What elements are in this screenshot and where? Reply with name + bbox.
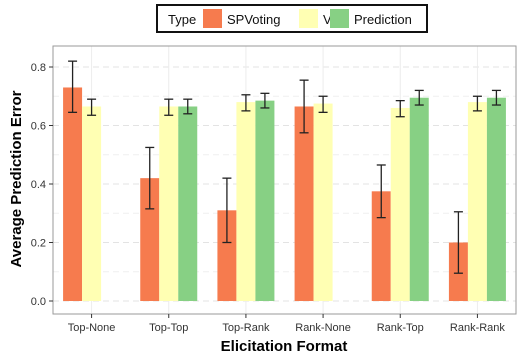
legend-key-vote [299,9,318,28]
legend-label-spvoting: SPVoting [227,12,281,27]
x-tick-label: Rank-None [295,322,351,334]
bar [178,106,198,301]
y-tick-label: 0.0 [31,296,46,308]
bar [140,178,160,301]
bar [390,107,410,301]
bar [409,97,429,302]
legend-key-spvoting [203,9,222,28]
legend-title: Type [168,12,197,27]
legend: Type SPVoting Vote Prediction [156,4,428,33]
x-tick-label: Rank-Rank [450,322,506,334]
bar [313,103,333,301]
bar [159,106,179,301]
bar [294,106,314,301]
y-tick-label: 0.6 [31,121,46,133]
x-tick-label: Rank-Top [377,322,424,334]
panel-border [52,45,517,315]
x-axis: Top-None Top-Top Top-Rank Rank-None Rank-Top… [68,314,506,334]
bar [82,106,102,301]
plot-area [52,45,517,315]
y-axis: 0.0 0.2 0.4 0.6 0.8 [31,62,53,308]
bar [236,102,256,301]
y-tick-label: 0.2 [31,238,46,250]
y-axis-title: Average Prediction Error [8,90,25,267]
panel-background [53,46,516,314]
legend-key-prediction [330,9,349,28]
legend-label-prediction: Prediction [354,12,412,27]
x-axis-title: Elicitation Format [221,338,348,355]
x-tick-label: Top-Top [149,322,188,334]
bar [486,97,506,302]
x-tick-label: Top-Rank [222,322,270,334]
bar [255,100,275,301]
bar [467,102,487,301]
x-tick-label: Top-None [68,322,116,334]
bar [371,191,391,301]
bar [217,210,237,301]
y-tick-label: 0.8 [31,62,46,74]
y-tick-label: 0.4 [31,179,46,191]
bar [63,87,83,301]
